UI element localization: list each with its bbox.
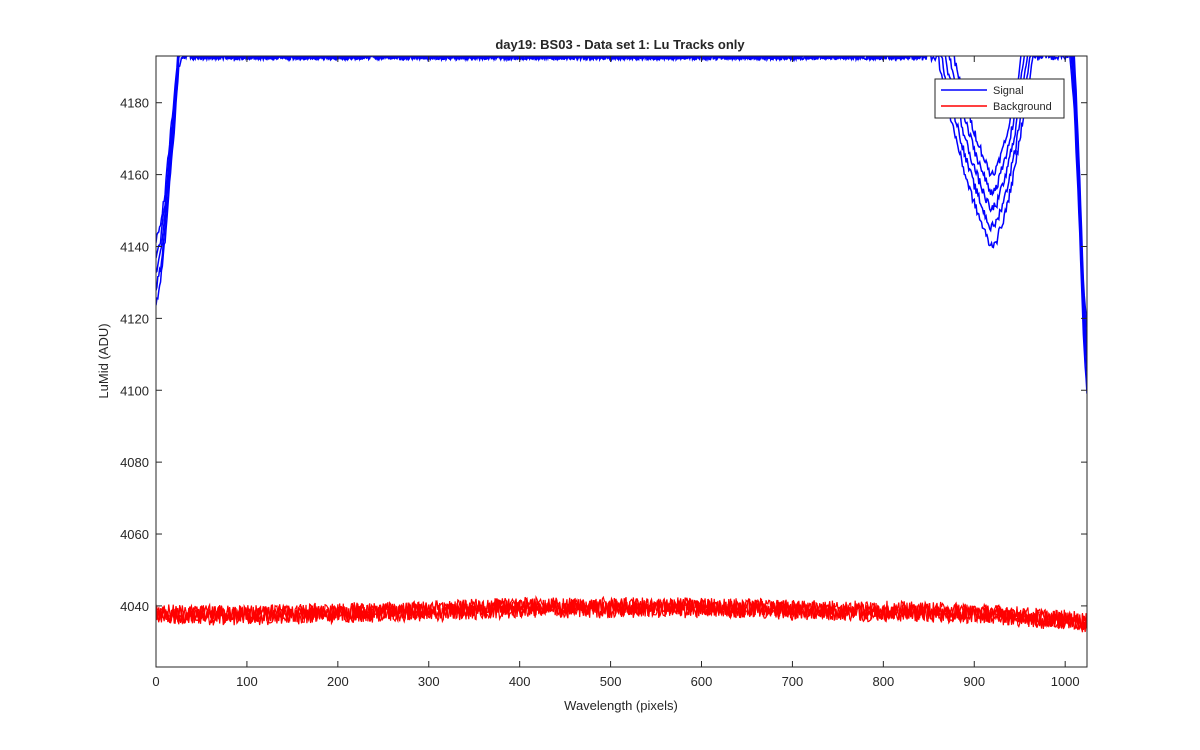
legend-box [934,78,1065,119]
x-tick-label-300: 300 [418,674,440,689]
ticks-layer: 0 100 200 300 400 500 600 700 800 900 1000 4040 4060… [120,56,1087,689]
plot-area: 0 100 200 300 400 500 600 700 800 900 1000 4040 4060… [120,55,1088,689]
x-axis-label: Wavelength (pixels) [564,698,678,713]
x-tick-label-600: 600 [691,674,713,689]
x-tick-label-500: 500 [600,674,622,689]
legend: Signal Background [934,78,1065,119]
y-tick-label-4060: 4060 [120,527,149,542]
y-tick-label-4040: 4040 [120,599,149,614]
x-tick-label-800: 800 [872,674,894,689]
y-tick-label-4160: 4160 [120,168,149,183]
y-tick-label-4140: 4140 [120,239,149,254]
axes-box [155,55,1088,668]
y-tick-label-4080: 4080 [120,455,149,470]
x-tick-label-100: 100 [236,674,258,689]
y-tick-label-4100: 4100 [120,383,149,398]
x-tick-label-1000: 1000 [1051,674,1080,689]
y-axis-label: LuMid (ADU) [96,323,111,398]
x-tick-label-0: 0 [152,674,159,689]
x-tick-label-200: 200 [327,674,349,689]
x-tick-label-700: 700 [782,674,804,689]
y-tick-label-4120: 4120 [120,311,149,326]
signal-trace-4 [156,56,1087,346]
axes-background [156,56,1087,667]
x-tick-label-900: 900 [963,674,985,689]
background-trace-4 [156,594,1087,631]
legend-background-label: Background [993,101,1052,113]
y-tick-label-4180: 4180 [120,96,149,111]
legend-signal-label: Signal [993,85,1024,97]
chart-title: day19: BS03 - Data set 1: Lu Tracks only [495,37,745,52]
x-tick-label-400: 400 [509,674,531,689]
